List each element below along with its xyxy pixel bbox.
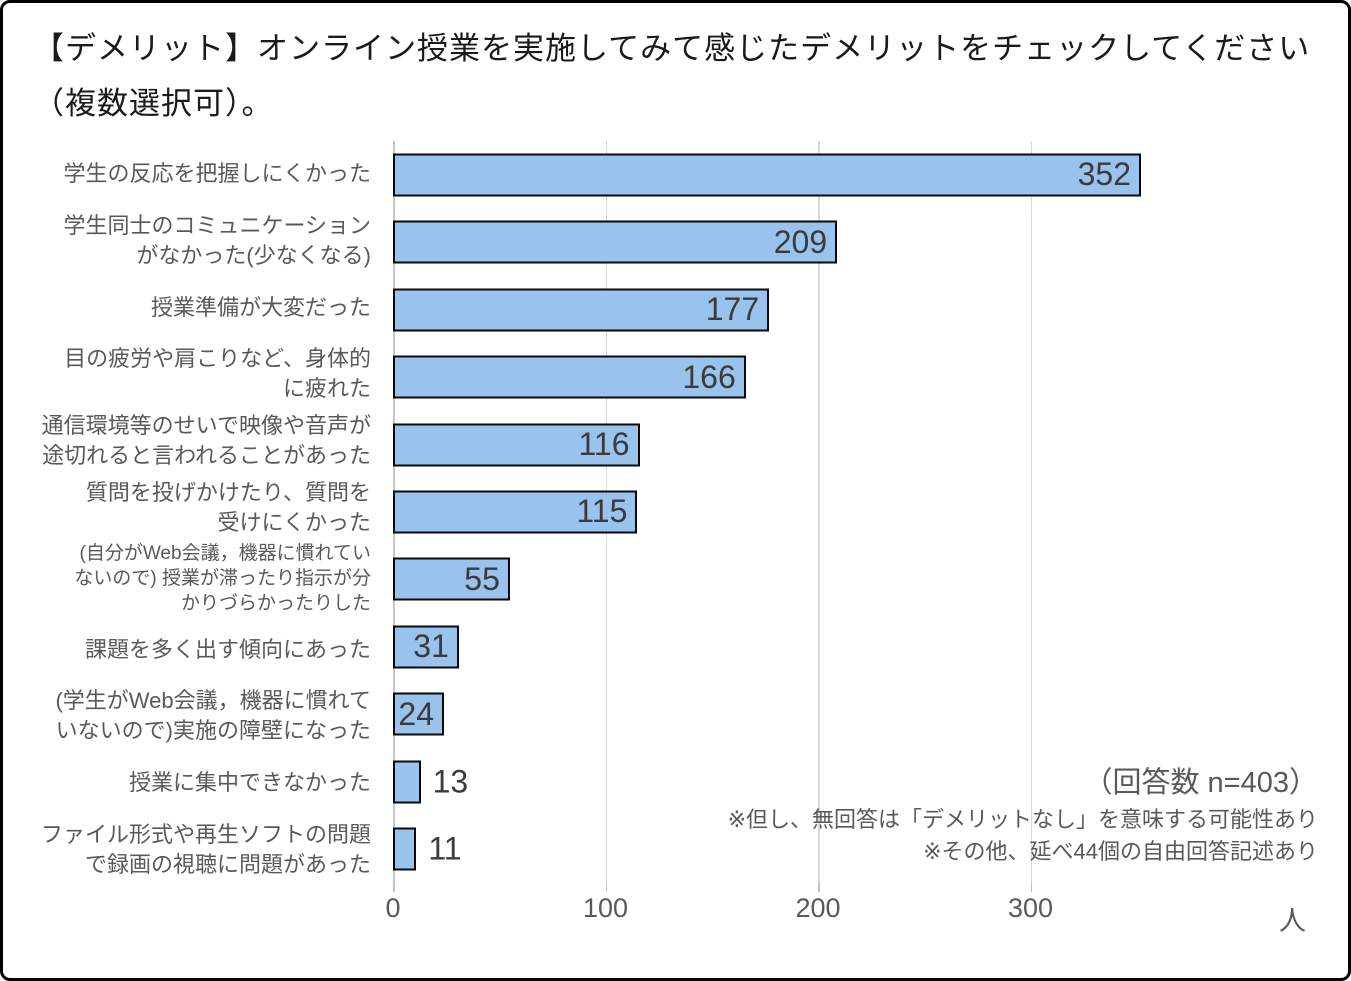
bar: 115 xyxy=(393,490,638,534)
bar-row: 177 xyxy=(393,276,1243,343)
category-label-line: いないので)実施の障壁になった xyxy=(55,718,371,744)
category-label-line: (学生がWeb会議，機器に慣れて xyxy=(55,688,371,714)
response-count-note: （回答数 n=403） xyxy=(1083,767,1318,799)
bar-row: 352 xyxy=(393,141,1243,208)
category-label-line: 授業に集中できなかった xyxy=(128,769,371,795)
category-label: 課題を多く出す傾向にあった xyxy=(31,616,371,683)
category-label-line: 目の疲労や肩こりなど、身体的 xyxy=(64,346,371,372)
bar-value-label: 55 xyxy=(464,560,500,597)
bar: 209 xyxy=(393,220,838,264)
category-label: (自分がWeb会議，機器に慣れてい ないので) 授業が滞ったり指示が分かりづらかっ… xyxy=(31,541,371,616)
x-tick-label: 100 xyxy=(582,893,629,923)
bar-value-label: 24 xyxy=(398,695,434,732)
bar xyxy=(393,827,417,871)
bar-value-label: 13 xyxy=(432,763,469,800)
bar-rows: 352 209 177 166 116 115 55 31 24 13 11 xyxy=(393,141,1243,883)
category-label: 通信環境等のせいで映像や音声が 途切れると言われることがあった xyxy=(31,408,371,475)
category-label-line: 通信環境等のせいで映像や音声が xyxy=(41,413,371,439)
bar-row: 55 xyxy=(393,546,1243,613)
category-label-line: 学生同士のコミュニケーション xyxy=(63,213,371,239)
category-label: 目の疲労や肩こりなど、身体的に疲れた xyxy=(31,341,371,408)
category-label-line: ないので) 授業が滞ったり指示が分 xyxy=(74,568,371,590)
category-label-line: 授業準備が大変だった xyxy=(150,294,371,320)
bar xyxy=(393,760,421,804)
bar: 352 xyxy=(393,153,1141,197)
category-label-line: 途切れると言われることがあった xyxy=(42,443,371,469)
bar-value-label: 115 xyxy=(576,493,628,530)
category-label: 授業準備が大変だった xyxy=(31,274,371,341)
category-label-line: 課題を多く出す傾向にあった xyxy=(84,636,371,662)
bar-value-label: 209 xyxy=(773,223,828,260)
bar: 116 xyxy=(393,423,640,467)
bar-value-label: 116 xyxy=(578,426,630,463)
bar-row: 166 xyxy=(393,343,1243,410)
bar-row: 31 xyxy=(393,613,1243,680)
category-label: ファイル形式や再生ソフトの問題で録画の視聴に問題があった xyxy=(31,816,371,883)
category-label: 授業に集中できなかった xyxy=(31,750,371,817)
bar-row: 24 xyxy=(393,681,1243,748)
category-label-line: かりづらかったりした xyxy=(180,593,371,615)
bar-row: 116 xyxy=(393,411,1243,478)
x-tick-label: 300 xyxy=(1007,893,1054,923)
footnote-no-answer: ※但し、無回答は「デメリットなし」を意味する可能性あり xyxy=(727,807,1318,832)
x-axis-ticks: 0 100 200 300 xyxy=(385,893,1243,933)
bar-row: 13 xyxy=(393,748,1243,815)
category-label: 学生の反応を把握しにくかった xyxy=(31,141,371,208)
bar: 24 xyxy=(393,692,444,736)
category-label-line: がなかった(少なくなる) xyxy=(136,243,371,268)
category-label-line: 学生の反応を把握しにくかった xyxy=(63,161,371,187)
category-labels: 学生の反応を把握しにくかった 学生同士のコミュニケーションがなかった(少なくなる)… xyxy=(31,141,371,883)
category-label-line: 質問を投げかけたり、質問を xyxy=(85,479,371,505)
category-label-line: で録画の視聴に問題があった xyxy=(84,851,371,877)
category-label-line: 受けにくかった xyxy=(217,509,371,535)
bar-row: 209 xyxy=(393,208,1243,275)
bar: 177 xyxy=(393,288,770,332)
category-label: 質問を投げかけたり、質問を受けにくかった xyxy=(31,474,371,541)
bar-row: 11 xyxy=(393,816,1243,883)
category-label: 学生同士のコミュニケーションがなかった(少なくなる) xyxy=(31,208,371,275)
bar: 31 xyxy=(393,625,459,669)
axis-tick-mark xyxy=(818,883,820,892)
bar-value-label: 11 xyxy=(428,830,462,867)
bar: 55 xyxy=(393,557,510,601)
gridline xyxy=(818,141,820,883)
bar: 166 xyxy=(393,355,746,399)
x-tick-label: 200 xyxy=(795,893,841,923)
category-label-line: に疲れた xyxy=(282,376,371,402)
axis-tick-mark xyxy=(393,883,395,892)
x-axis-unit-label: 人 xyxy=(1279,906,1306,936)
bar-value-label: 177 xyxy=(705,291,760,328)
plot-area: 352 209 177 166 116 115 55 31 24 13 11 xyxy=(393,141,1243,892)
bar-row: 115 xyxy=(393,478,1243,545)
gridline xyxy=(1030,141,1032,883)
axis-tick-mark xyxy=(605,883,607,892)
chart-title: 【デメリット】オンライン授業を実施してみて感じたデメリットをチェックしてください… xyxy=(33,31,1311,122)
bar-value-label: 352 xyxy=(1077,156,1131,193)
bar-value-label: 166 xyxy=(682,358,736,395)
category-label: (学生がWeb会議，機器に慣れて いないので)実施の障壁になった xyxy=(31,683,371,750)
axis-tick-mark xyxy=(1030,883,1032,892)
footnote-free-answers: ※その他、延べ44個の自由回答記述あり xyxy=(923,839,1318,864)
bar-value-label: 31 xyxy=(413,628,449,665)
x-tick-label: 0 xyxy=(385,893,401,923)
category-label-line: ファイル形式や再生ソフトの問題 xyxy=(40,821,371,847)
category-label-line: (自分がWeb会議，機器に慣れてい xyxy=(79,543,371,565)
